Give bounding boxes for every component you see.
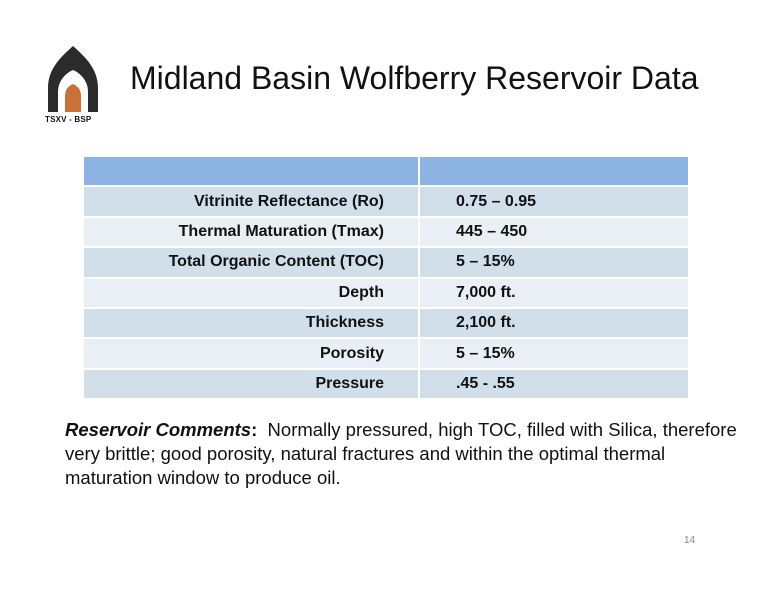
table-row: Total Organic Content (TOC) 5 – 15% xyxy=(84,246,688,278)
comments-body: Normally pressured, high TOC, filled wit… xyxy=(65,419,742,488)
table-header-cell xyxy=(84,157,420,187)
table-row: Porosity 5 – 15% xyxy=(84,337,688,369)
row-label: Porosity xyxy=(84,337,420,369)
reservoir-data-table: Vitrinite Reflectance (Ro) 0.75 – 0.95 T… xyxy=(84,157,688,399)
row-label: Total Organic Content (TOC) xyxy=(84,246,420,278)
table-header-cell xyxy=(419,157,688,187)
row-value: 445 – 450 xyxy=(419,215,688,248)
row-value: 2,100 ft. xyxy=(419,306,688,339)
table-header-row xyxy=(84,157,688,187)
comments-colon: : xyxy=(251,419,258,440)
row-value: 0.75 – 0.95 xyxy=(419,185,688,217)
row-label: Depth xyxy=(84,276,420,308)
logo-door xyxy=(65,84,81,112)
row-value: 7,000 ft. xyxy=(419,276,688,308)
row-value: 5 – 15% xyxy=(419,246,688,278)
table-row: Thickness 2,100 ft. xyxy=(84,306,688,339)
company-logo xyxy=(48,46,98,112)
row-label: Thickness xyxy=(84,306,420,339)
row-value: .45 - .55 xyxy=(419,367,688,399)
row-label: Vitrinite Reflectance (Ro) xyxy=(84,185,420,217)
row-label: Pressure xyxy=(84,367,420,399)
row-value: 5 – 15% xyxy=(419,337,688,369)
reservoir-comments: Reservoir Comments: Normally pressured, … xyxy=(65,418,745,490)
comments-lead: Reservoir Comments xyxy=(65,419,252,440)
table-row: Vitrinite Reflectance (Ro) 0.75 – 0.95 xyxy=(84,185,688,217)
row-label: Thermal Maturation (Tmax) xyxy=(84,215,420,248)
page-title: Midland Basin Wolfberry Reservoir Data xyxy=(130,60,699,96)
table-row: Thermal Maturation (Tmax) 445 – 450 xyxy=(84,215,688,248)
page-number: 14 xyxy=(684,535,696,546)
table-row: Depth 7,000 ft. xyxy=(84,276,688,308)
table-row: Pressure .45 - .55 xyxy=(84,367,688,399)
logo-caption: TSXV - BSP xyxy=(45,115,92,124)
